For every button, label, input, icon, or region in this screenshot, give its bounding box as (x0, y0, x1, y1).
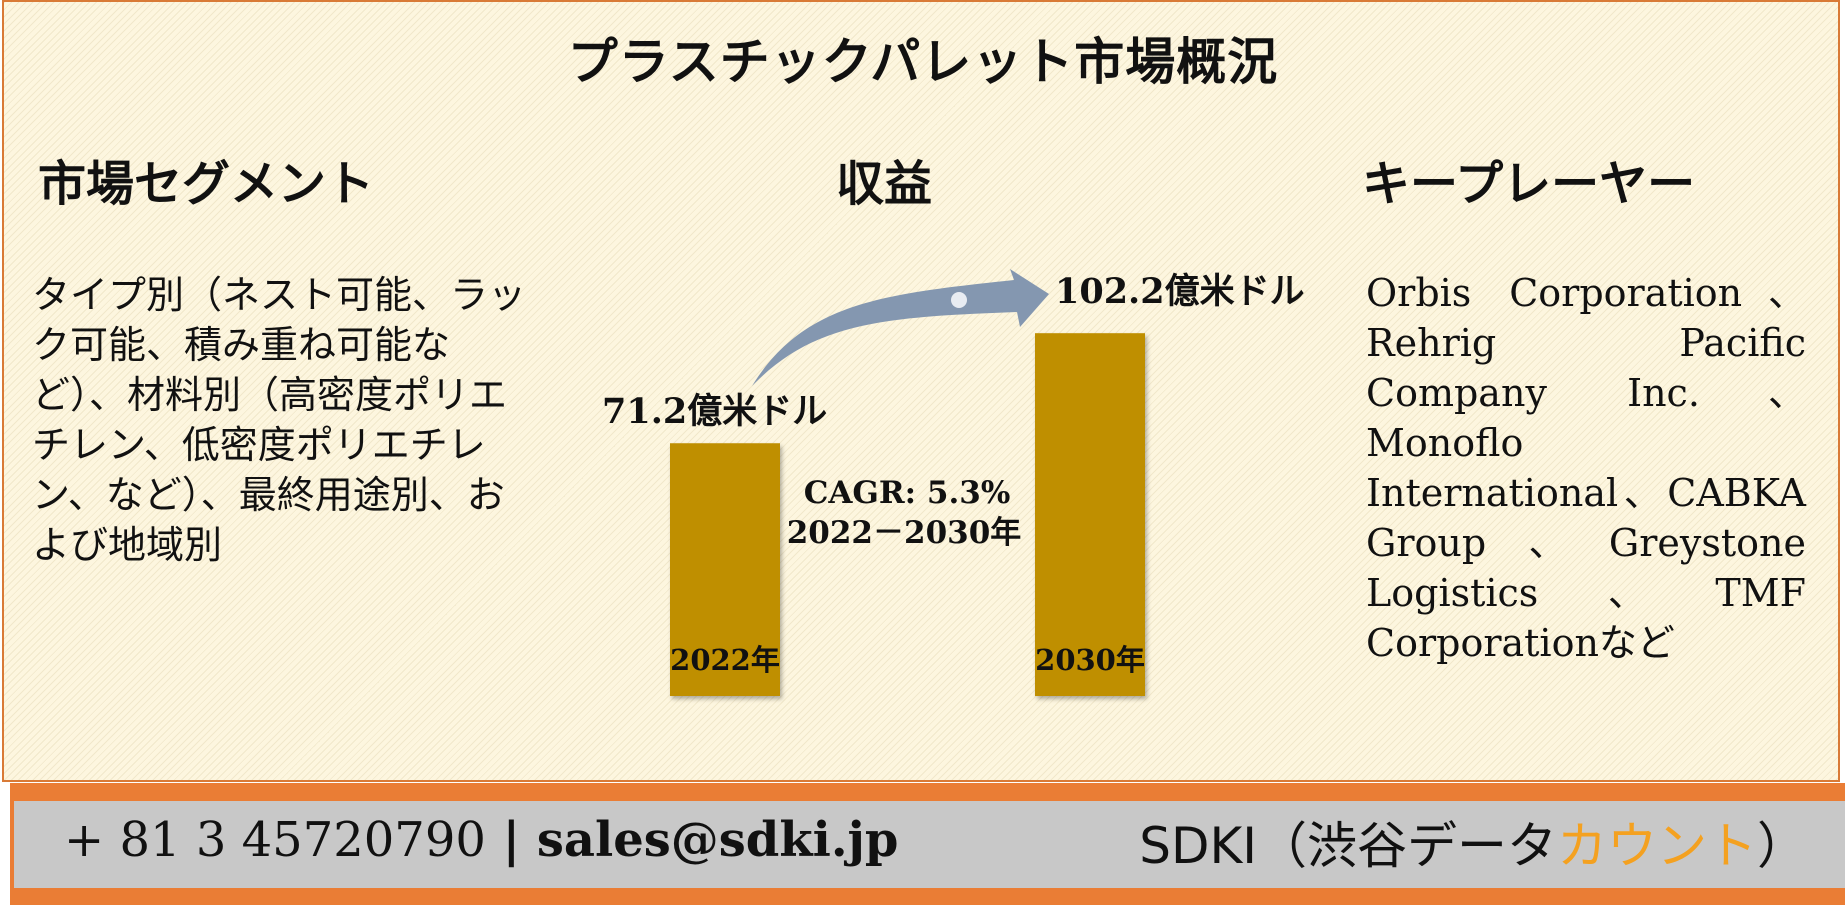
bar-2030年 (1035, 333, 1145, 696)
footer-bar (14, 801, 1845, 888)
revenue-heading: 収益 (836, 156, 933, 212)
revenue-chart: 2022年 2030年 CAGR: 5.3% 2022－2030年 71.2億米ド… (602, 269, 1305, 696)
bar-category-label: 2022年 (670, 643, 780, 677)
separator: | (502, 812, 521, 868)
bar-2022年 (670, 443, 780, 696)
bar-value-label: 71.2億米ドル (602, 391, 827, 432)
cagr-period-label: 2022－2030年 (787, 515, 1022, 551)
segments-text: タイプ別（ネスト可能、ラック可能、積み重ね可能など）、材料別（高密度ポリエチレン… (32, 273, 527, 567)
cagr-label: CAGR: 5.3% (804, 475, 1011, 511)
page-title: プラスチックパレット市場概況 (567, 32, 1279, 91)
brand-accent: カウント (1557, 817, 1757, 875)
phone-number: + 81 3 45720790 (64, 812, 486, 868)
growth-arrow (752, 269, 1049, 386)
brand-name: SDKI（渋谷データカウント） (1139, 806, 1807, 878)
key-players-heading: キープレーヤー (1362, 156, 1696, 212)
arrow-dot (951, 292, 967, 308)
segments-heading: 市場セグメント (38, 156, 375, 212)
bar-value-label: 102.2億米ドル (1055, 271, 1305, 312)
contact-info: + 81 3 45720790 | sales@sdki.jp (64, 812, 898, 868)
email-address: sales@sdki.jp (536, 812, 899, 868)
overview-card: プラスチックパレット市場概況 市場セグメント 収益 キープレーヤー タイプ別（ネ… (2, 0, 1840, 782)
key-players-text: Orbis Corporation、Rehrig Pacific Company… (1366, 271, 1806, 665)
brand-suffix: ） (1757, 817, 1807, 875)
bar-category-label: 2030年 (1035, 643, 1145, 677)
brand-prefix: SDKI（渋谷データ (1139, 817, 1557, 875)
